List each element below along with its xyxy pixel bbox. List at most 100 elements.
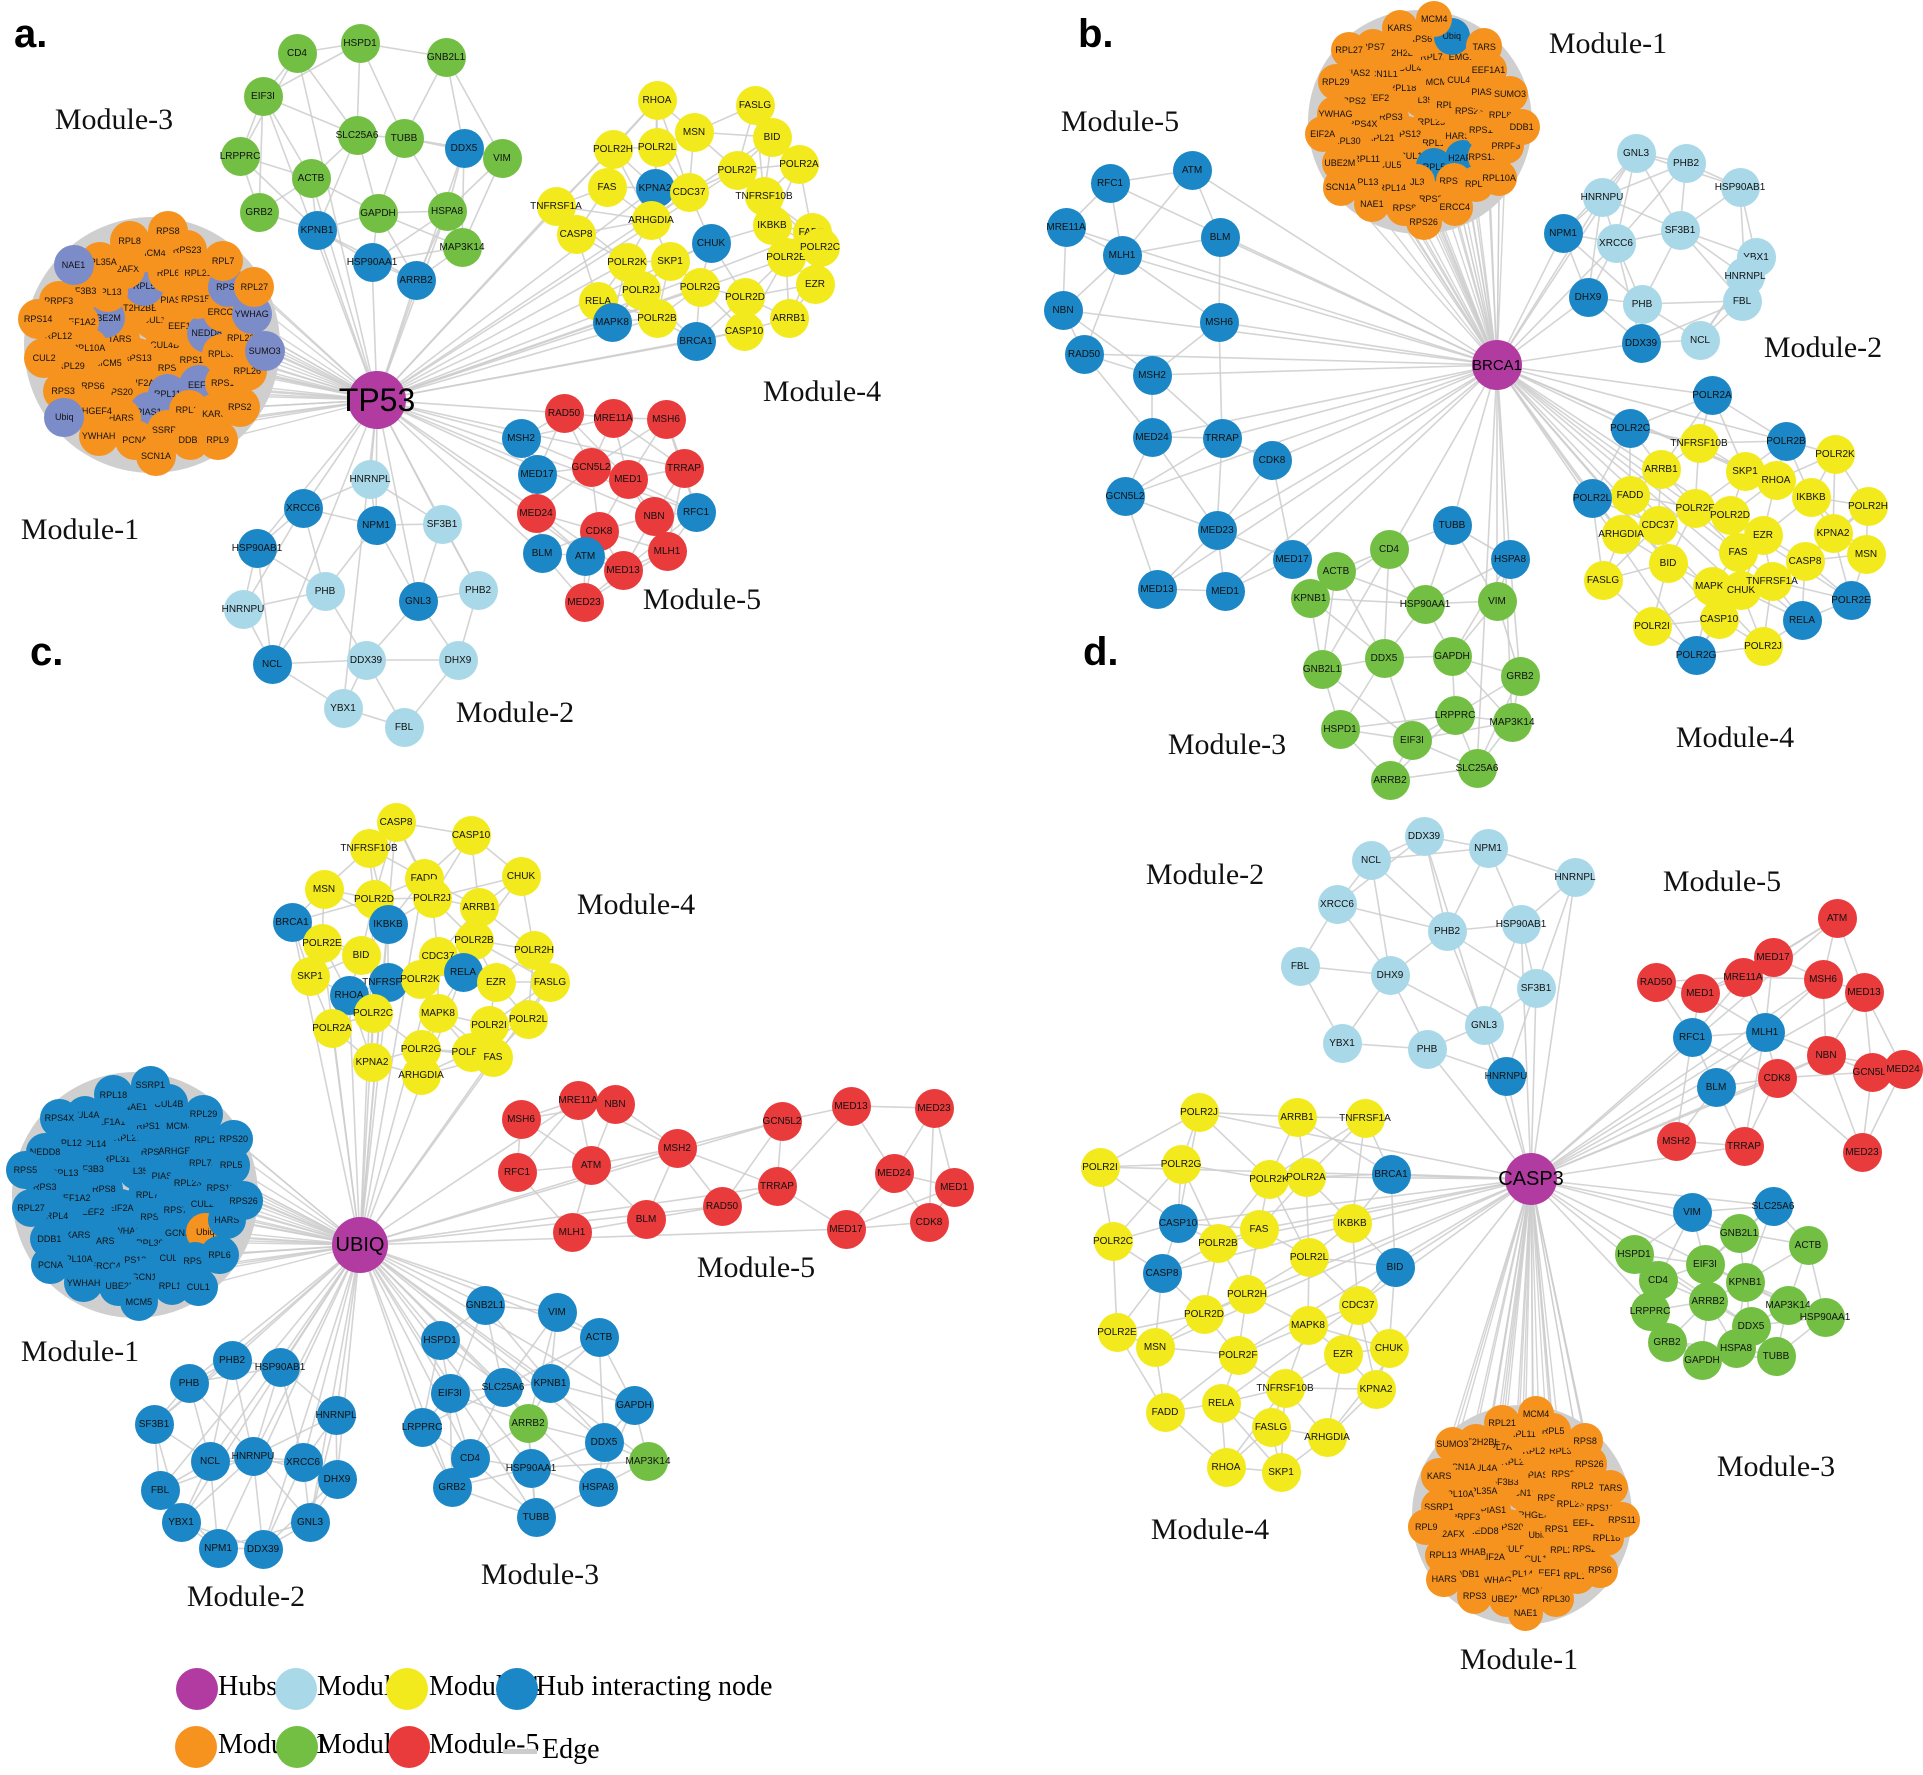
gene-label: IKBKB: [757, 219, 787, 231]
edge: [1271, 364, 1498, 461]
gene-label: RPL21: [1488, 1417, 1516, 1428]
gene-node: MED17: [826, 1209, 866, 1249]
gene-node: DHX9: [1568, 277, 1608, 317]
gene-label: NCL: [1689, 334, 1710, 346]
gene-label: POLR2C: [353, 1007, 394, 1019]
gene-node: EIF3I: [1392, 720, 1432, 760]
gene-label: HSPA8: [581, 1481, 615, 1493]
ball-gene-node: EIF2A: [1304, 116, 1341, 153]
gene-label: MLH1: [558, 1226, 586, 1238]
gene-label: POLR2H: [514, 944, 555, 956]
edge: [359, 1099, 579, 1246]
gene-node: ARHGDIA: [398, 1055, 444, 1095]
gene-label: MED13: [1847, 986, 1881, 998]
gene-label: GNB2L1: [426, 51, 466, 63]
gene-label: CHUK: [1374, 1342, 1404, 1354]
gene-node: TRRAP: [757, 1166, 797, 1206]
gene-label: NCL: [261, 658, 282, 670]
ball-gene-node: KARS: [1381, 9, 1418, 47]
gene-label: POLR2B: [454, 934, 494, 946]
gene-label: MED1: [1211, 585, 1239, 597]
gene-label: TNFRSF1A: [1339, 1112, 1391, 1124]
gene-node: HSP90AB1: [1715, 167, 1765, 207]
gene-node: HSP90AA1: [1400, 584, 1450, 624]
edge: [359, 1244, 423, 1428]
gene-node: HSP90AB1: [232, 528, 282, 568]
gene-label: DDX5: [450, 142, 478, 154]
gene-label: SF3B1: [138, 1418, 170, 1430]
gene-label: RPS3: [51, 385, 75, 396]
gene-node: MAPK8: [418, 993, 458, 1033]
gene-label: ARRB2: [1373, 774, 1407, 786]
gene-label: CASP8: [1145, 1267, 1179, 1279]
hub-label: BRCA1: [1471, 356, 1523, 374]
edge: [376, 399, 655, 517]
gene-label: MAPK8: [421, 1007, 455, 1019]
gene-label: NCL: [199, 1455, 220, 1467]
module-label: Module-1: [20, 1335, 140, 1368]
gene-label: HSP90AB1: [1495, 918, 1547, 930]
gene-label: SF3B1: [426, 518, 458, 530]
gene-node: CASP8: [556, 214, 596, 254]
edge: [359, 1244, 635, 1406]
gene-node: MED13: [831, 1086, 871, 1126]
gene-node: HSPD1: [420, 1320, 460, 1360]
gene-node: CDC37: [1338, 1285, 1378, 1325]
gene-node: ATM: [565, 536, 605, 576]
gene-node: HSP90AB1: [255, 1347, 305, 1387]
edge: [1530, 1178, 1693, 1213]
edge: [359, 877, 425, 1246]
gene-node: POLR2L: [1289, 1237, 1329, 1277]
gene-label: PHB2: [1433, 925, 1461, 937]
gene-node: PHB2: [1666, 143, 1706, 183]
gene-label: POLR2G: [679, 281, 721, 293]
gene-node: DDX39: [346, 640, 386, 680]
gene-label: POLR2E: [1831, 594, 1871, 606]
gene-label: POLR2B: [1198, 1237, 1238, 1249]
gene-label: TUBB: [1438, 519, 1466, 531]
gene-label: MED1: [940, 1181, 968, 1193]
ball-gene-node: SUMO3: [1434, 1426, 1471, 1463]
module-label: Module-5: [696, 1251, 816, 1284]
ball-gene-node: HARS: [1426, 1561, 1462, 1598]
gene-label: CHUK: [696, 237, 726, 249]
gene-node: FAS: [473, 1037, 513, 1077]
gene-node: DDX39: [1404, 816, 1444, 856]
edge: [1216, 364, 1498, 531]
gene-label: MLH1: [653, 545, 681, 557]
gene-label: MSN: [682, 126, 706, 138]
ball-gene-node: MCM5: [119, 1282, 159, 1321]
gene-label: CD4: [286, 47, 307, 59]
gene-label: ARHGDIA: [1598, 528, 1644, 540]
gene-label: BRCA1: [1374, 1168, 1408, 1180]
ball-gene-node: RPL30: [1538, 1581, 1574, 1617]
gene-label: CASP10: [1158, 1217, 1198, 1229]
gene-label: HSP90AA1: [1799, 1311, 1851, 1323]
gene-label: FBL: [394, 721, 414, 733]
gene-label: FASLG: [738, 99, 772, 111]
gene-node: TUBB: [384, 118, 424, 158]
gene-node: EZR: [1323, 1334, 1363, 1374]
gene-node: POLR2E: [1097, 1312, 1137, 1352]
edge: [335, 1244, 361, 1416]
gene-node: HNRNPU: [1581, 177, 1623, 217]
edge: [359, 1244, 599, 1488]
edge: [1496, 364, 1511, 560]
gene-label: NBN: [1815, 1049, 1837, 1061]
ball-gene-node: CUL1: [179, 1267, 218, 1307]
gene-node: VIM: [482, 138, 522, 178]
ball-gene-node: RPL8: [109, 220, 150, 261]
gene-label: VIM: [1488, 595, 1506, 607]
gene-label: TRRAP: [1205, 432, 1239, 444]
ball-gene-node: RPS6: [1582, 1552, 1618, 1589]
gene-node: MSH2: [657, 1128, 697, 1168]
gene-label: POLR2L: [508, 1013, 548, 1025]
gene-label: BLM: [1705, 1081, 1727, 1093]
gene-node: KPNB1: [1725, 1262, 1765, 1302]
gene-label: FBL: [1732, 295, 1752, 307]
gene-node: CDK8: [1757, 1058, 1797, 1098]
gene-label: HSPA8: [1493, 553, 1527, 565]
edge: [359, 1120, 783, 1246]
gene-label: BRCA1: [275, 916, 309, 928]
gene-node: MAP3K14: [1489, 702, 1535, 742]
